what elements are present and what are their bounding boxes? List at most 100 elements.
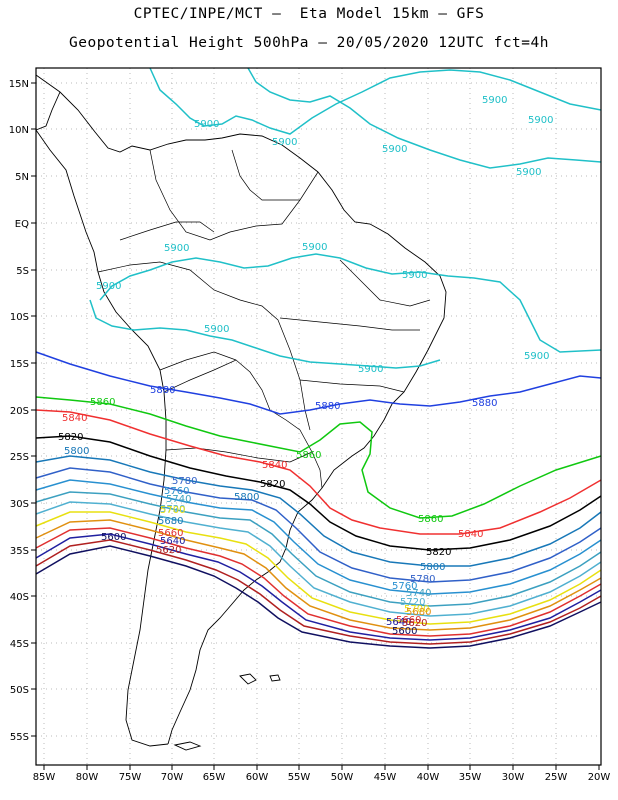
label-5900: 5900 — [96, 281, 121, 292]
label-5820: 5820 — [260, 479, 285, 490]
lon-tick-label: 85W — [33, 772, 56, 783]
lat-tick-label: 5N — [15, 172, 29, 183]
axis-ticks — [31, 82, 600, 770]
label-5740: 5740 — [406, 588, 431, 599]
lat-tick-label: 45S — [10, 639, 29, 650]
label-5760: 5760 — [164, 486, 189, 497]
label-5900: 5900 — [382, 144, 407, 155]
contour-5700 — [35, 511, 602, 625]
label-5900: 5900 — [482, 95, 507, 106]
label-5780: 5780 — [410, 574, 435, 585]
lat-tick-label: 20S — [10, 406, 29, 417]
label-5900: 5900 — [402, 270, 427, 281]
lon-tick-label: 60W — [246, 772, 269, 783]
label-5840: 5840 — [458, 529, 483, 540]
label-5700: 5700 — [160, 505, 185, 516]
label-5860: 5860 — [90, 397, 115, 408]
label-5620: 5620 — [156, 545, 181, 556]
label-5900: 5900 — [194, 119, 219, 130]
lon-tick-label: 30W — [502, 772, 525, 783]
lat-tick-label: 55S — [10, 732, 29, 743]
lat-tick-label: 15N — [9, 79, 29, 90]
contour-5620 — [35, 539, 602, 645]
contour-5820 — [35, 435, 602, 551]
label-5600: 5600 — [101, 532, 126, 543]
label-5800: 5800 — [420, 562, 445, 573]
contour-lines — [35, 67, 602, 649]
label-5700: 5700 — [404, 604, 429, 615]
label-5900: 5900 — [358, 364, 383, 375]
map-frame — [35, 67, 602, 766]
lon-tick-label: 20W — [588, 772, 611, 783]
lat-tick-label: 50S — [10, 685, 29, 696]
label-5680: 5680 — [158, 516, 183, 527]
lon-tick-label: 80W — [76, 772, 99, 783]
lat-tick-label: 25S — [10, 452, 29, 463]
label-5900: 5900 — [302, 242, 327, 253]
label-5620: 5620 — [402, 618, 427, 629]
lon-tick-label: 50W — [331, 772, 354, 783]
map-title: CPTEC/INPE/MCT — Eta Model 15km — GFS — [133, 6, 485, 22]
contour-5600 — [35, 545, 602, 649]
label-5800: 5800 — [64, 446, 89, 457]
label-5900: 5900 — [272, 137, 297, 148]
label-5600: 5600 — [392, 626, 417, 637]
lat-tick-label: 35S — [10, 546, 29, 557]
label-5860: 5860 — [296, 450, 321, 461]
label-5900: 5900 — [528, 115, 553, 126]
lat-tick-label: 5S — [16, 266, 29, 277]
lon-tick-label: 35W — [459, 772, 482, 783]
label-5680: 5680 — [406, 607, 431, 618]
label-5780: 5780 — [172, 476, 197, 487]
label-5640: 5640 — [160, 536, 185, 547]
label-5720: 5720 — [400, 597, 425, 608]
contour-5640 — [35, 533, 602, 641]
label-5760: 5760 — [392, 581, 417, 592]
lat-tick-label: 30S — [10, 499, 29, 510]
label-5820: 5820 — [426, 547, 451, 558]
label-5820: 5820 — [58, 432, 83, 443]
contour-5900-north — [149, 67, 602, 135]
label-5740: 5740 — [166, 494, 191, 505]
label-5900: 5900 — [524, 351, 549, 362]
lon-tick-label: 45W — [374, 772, 397, 783]
lat-labels: 15N 10N 5N EQ 5S 10S 15S 20S 25S 30S 35S… — [9, 79, 29, 743]
contour-5800 — [35, 455, 602, 567]
lon-tick-label: 70W — [161, 772, 184, 783]
contour-5900-mid — [99, 253, 602, 353]
lon-tick-label: 65W — [203, 772, 226, 783]
contour-5780 — [35, 467, 602, 583]
lat-tick-label: 10N — [9, 125, 29, 136]
lat-tick-label: 10S — [10, 312, 29, 323]
label-5880: 5880 — [315, 401, 340, 412]
label-5900: 5900 — [204, 324, 229, 335]
label-5840: 5840 — [62, 413, 87, 424]
lon-tick-label: 75W — [119, 772, 142, 783]
label-5900: 5900 — [516, 167, 541, 178]
contour-5900-north-2 — [247, 67, 602, 169]
lon-tick-label: 25W — [545, 772, 568, 783]
contour-5880 — [35, 351, 602, 415]
country-borders — [97, 149, 431, 489]
map-subtitle: Geopotential Height 500hPa — 20/05/2020 … — [69, 35, 549, 51]
contour-labels: 5900 5900 5900 5900 5900 5900 5900 5900 … — [58, 95, 553, 637]
label-5800: 5800 — [234, 492, 259, 503]
label-5660: 5660 — [158, 528, 183, 539]
contour-5660 — [35, 527, 602, 637]
lat-tick-label: 40S — [10, 592, 29, 603]
label-5840: 5840 — [262, 460, 287, 471]
label-5660: 5660 — [396, 615, 421, 626]
label-5720: 5720 — [160, 504, 185, 515]
label-5860: 5860 — [418, 514, 443, 525]
label-5900: 5900 — [164, 243, 189, 254]
contour-5840 — [35, 409, 602, 535]
label-5880: 5880 — [472, 398, 497, 409]
label-5640: 5640 — [386, 617, 411, 628]
lon-tick-label: 40W — [417, 772, 440, 783]
label-5880: 5880 — [150, 385, 175, 396]
contour-5900-south — [89, 299, 441, 369]
lat-tick-label: 15S — [10, 359, 29, 370]
lat-lon-grid — [36, 68, 601, 765]
contour-5680 — [35, 519, 602, 631]
